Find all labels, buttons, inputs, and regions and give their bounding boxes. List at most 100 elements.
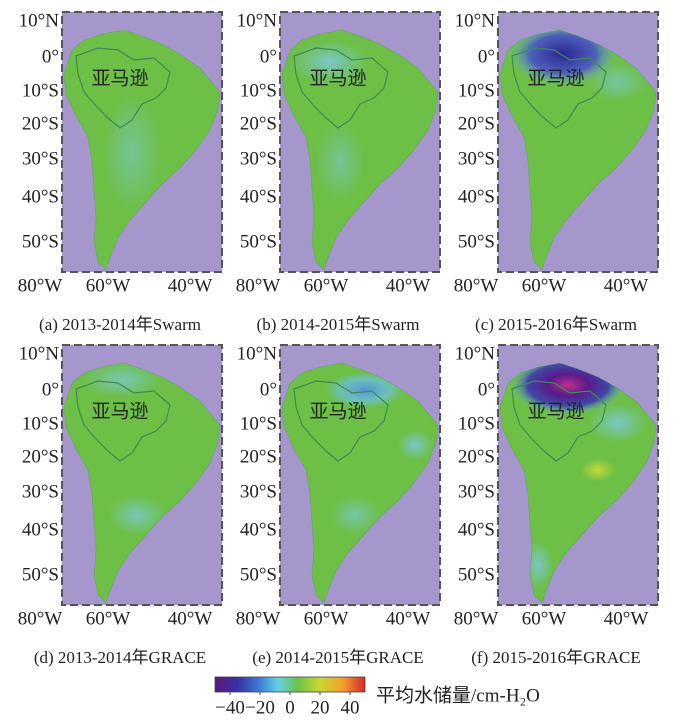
- amazon-outline: [75, 380, 171, 462]
- anomaly-layer: [290, 40, 370, 202]
- lat-label: 40°S: [458, 186, 495, 207]
- lat-label: 50°S: [22, 231, 59, 252]
- anomaly-layer: [102, 92, 162, 212]
- lon-label: 80°W: [236, 275, 281, 296]
- continent: [64, 363, 220, 603]
- colorbar-tick-label: 40: [341, 697, 360, 718]
- lat-label: 20°S: [22, 446, 59, 467]
- lat-label: 0°: [478, 46, 495, 67]
- colorbar-tick-label: −40: [215, 697, 245, 718]
- colorbar-tick-label: 20: [311, 697, 330, 718]
- continent: [282, 363, 438, 603]
- map-panel: 亚马逊 10°N 0° 10°S 20°S 30°S 40°S 50°S 80°W 60°W 40°…: [18, 343, 223, 667]
- map-panel: 亚马逊 10°N 0° 10°S 20°S 30°S 40°S 50°S 80°W 60°W 40°…: [236, 10, 441, 334]
- coast: [63, 362, 221, 604]
- lat-label: 10°S: [458, 413, 495, 434]
- coast: [499, 362, 657, 604]
- lon-label: 40°W: [604, 275, 649, 296]
- map-frame: [61, 11, 223, 273]
- lat-label: 10°N: [237, 10, 278, 31]
- lat-label: 50°S: [240, 231, 277, 252]
- map-frame: [497, 11, 659, 273]
- lon-label: 80°W: [454, 275, 499, 296]
- panel-caption: (f) 2015-2016年GRACE: [471, 648, 641, 667]
- lat-label: 40°S: [240, 186, 277, 207]
- anomaly: [397, 429, 433, 461]
- coast: [499, 29, 657, 271]
- lat-label: 50°S: [458, 564, 495, 585]
- colorbar-tick-label: 0: [285, 697, 295, 718]
- coast: [281, 29, 439, 271]
- amazon-outline: [75, 47, 171, 129]
- region-label: 亚马逊: [91, 400, 148, 422]
- lat-label: 30°S: [458, 481, 495, 502]
- lat-label: 50°S: [22, 564, 59, 585]
- lat-label: 50°S: [240, 564, 277, 585]
- lon-label: 80°W: [454, 608, 499, 629]
- lon-label: 40°W: [168, 275, 213, 296]
- lat-label: 40°S: [22, 519, 59, 540]
- map-frame: [279, 11, 441, 273]
- amazon-outline: [511, 47, 607, 129]
- lat-label: 40°S: [458, 519, 495, 540]
- lat-label: 40°S: [22, 186, 59, 207]
- lat-label: 30°S: [240, 481, 277, 502]
- region-label: 亚马逊: [309, 400, 366, 422]
- lon-label: 40°W: [386, 275, 431, 296]
- colorbar-tick-label: −20: [245, 697, 275, 718]
- amazon-outline: [511, 380, 607, 462]
- panel-caption: (c) 2015-2016年Swarm: [475, 315, 637, 334]
- panel-caption: (d) 2013-2014年GRACE: [34, 648, 206, 667]
- map-frame: [61, 344, 223, 606]
- anomaly: [290, 40, 370, 84]
- lon-label: 80°W: [236, 608, 281, 629]
- anomaly: [107, 495, 167, 535]
- region-label: 亚马逊: [527, 400, 584, 422]
- anomaly: [82, 363, 162, 398]
- lon-label: 60°W: [86, 608, 131, 629]
- lat-label: 0°: [260, 379, 277, 400]
- lon-label: 40°W: [168, 608, 213, 629]
- anomaly-layer: [82, 363, 167, 535]
- lat-label: 40°S: [240, 519, 277, 540]
- region-label: 亚马逊: [91, 67, 148, 89]
- lat-label: 0°: [42, 379, 59, 400]
- panel-caption: (a) 2013-2014年Swarm: [39, 315, 201, 334]
- lat-label: 10°N: [455, 343, 496, 364]
- lat-label: 10°S: [240, 80, 277, 101]
- lon-label: 60°W: [522, 275, 567, 296]
- anomaly: [330, 495, 380, 535]
- region-label: 亚马逊: [309, 67, 366, 89]
- anomaly: [588, 403, 648, 443]
- colorbar: [214, 676, 366, 693]
- lon-label: 60°W: [304, 275, 349, 296]
- lat-label: 10°S: [22, 80, 59, 101]
- lat-label: 30°S: [22, 481, 59, 502]
- anomaly: [325, 372, 405, 408]
- anomaly: [315, 122, 365, 202]
- lat-label: 20°S: [458, 113, 495, 134]
- lat-label: 50°S: [458, 231, 495, 252]
- lat-label: 30°S: [22, 148, 59, 169]
- lat-label: 20°S: [240, 113, 277, 134]
- lat-label: 0°: [260, 46, 277, 67]
- coast: [63, 29, 221, 271]
- lat-label: 30°S: [240, 148, 277, 169]
- lon-label: 40°W: [386, 608, 431, 629]
- lat-label: 10°N: [455, 10, 496, 31]
- amazon-outline: [293, 380, 389, 462]
- lat-label: 20°S: [458, 446, 495, 467]
- lat-label: 0°: [478, 379, 495, 400]
- lon-label: 80°W: [18, 608, 63, 629]
- map-panel: 亚马逊 10°N 0° 10°S 20°S 30°S 40°S 50°S 80°W 60°W 40°…: [454, 10, 659, 334]
- map-panel: 亚马逊 10°N 0° 10°S 20°S 30°S 40°S 50°S 80°W 60°W 40°…: [454, 343, 659, 667]
- anomaly: [580, 458, 616, 482]
- map-panel: 亚马逊 10°N 0° 10°S 20°S 30°S 40°S 50°S 80°W 60°W 40°…: [18, 10, 223, 334]
- coast: [281, 362, 439, 604]
- lat-label: 20°S: [22, 113, 59, 134]
- lat-label: 0°: [42, 46, 59, 67]
- panel-caption: (b) 2014-2015年Swarm: [257, 315, 420, 334]
- lon-label: 60°W: [304, 608, 349, 629]
- lat-label: 10°N: [19, 10, 60, 31]
